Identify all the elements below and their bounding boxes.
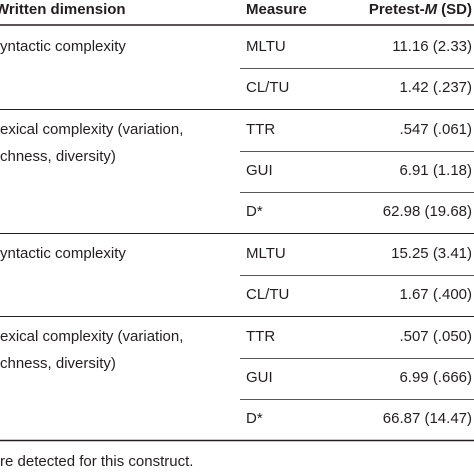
dimension-label: chness, diversity)	[0, 355, 116, 372]
header-pretest: Pretest-M (SD)	[369, 1, 472, 18]
dimension-label: yntactic complexity	[0, 38, 126, 55]
dimension-label: chness, diversity)	[0, 148, 116, 165]
pretest-cell: 1.42 (.237)	[399, 79, 472, 96]
header-pretest-italic: M	[425, 1, 438, 18]
pretest-cell: 62.98 (19.68)	[383, 203, 472, 220]
dimension-label: exical complexity (variation,	[0, 121, 183, 138]
measure-cell: GUI	[246, 162, 273, 179]
measure-cell: GUI	[246, 369, 273, 386]
dimension-label: exical complexity (variation,	[0, 328, 183, 345]
footnote: re detected for this construct.	[0, 453, 193, 470]
measure-cell: D*	[246, 203, 263, 220]
measure-cell: CL/TU	[246, 79, 289, 96]
measure-cell: MLTU	[246, 38, 286, 55]
pretest-cell: 6.99 (.666)	[399, 369, 472, 386]
pretest-cell: .507 (.050)	[399, 328, 472, 345]
pretest-cell: 11.16 (2.33)	[392, 38, 472, 55]
pretest-cell: 6.91 (1.18)	[399, 162, 472, 179]
header-dimension: Written dimension	[0, 1, 126, 18]
pretest-cell: 15.25 (3.41)	[391, 245, 472, 262]
measure-cell: TTR	[246, 328, 275, 345]
header-pretest-prefix: Pretest-	[369, 1, 425, 18]
dimension-label: yntactic complexity	[0, 245, 126, 262]
measure-cell: MLTU	[246, 245, 286, 262]
header-pretest-suffix: (SD)	[441, 1, 472, 18]
pretest-cell: .547 (.061)	[399, 121, 472, 138]
measure-cell: D*	[246, 410, 263, 427]
measure-cell: CL/TU	[246, 286, 289, 303]
pretest-cell: 66.87 (14.47)	[383, 410, 472, 427]
header-measure: Measure	[246, 1, 307, 18]
measure-cell: TTR	[246, 121, 275, 138]
pretest-cell: 1.67 (.400)	[399, 286, 472, 303]
